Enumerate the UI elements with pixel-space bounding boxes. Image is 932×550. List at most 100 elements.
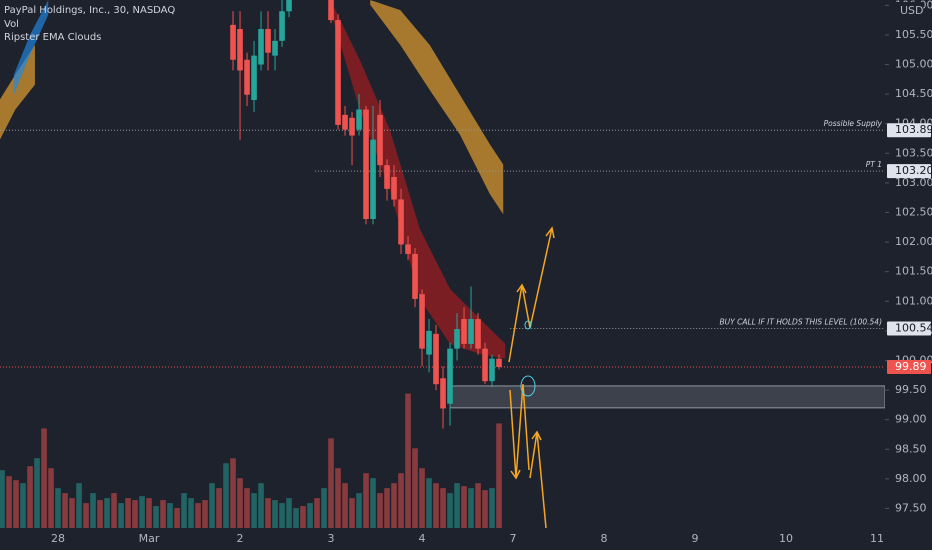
- volume-bar: [48, 468, 54, 528]
- candle-body: [489, 358, 495, 382]
- volume-bar: [118, 503, 124, 528]
- volume-bar: [475, 483, 481, 528]
- candle-body: [237, 29, 243, 71]
- drawings: [508, 226, 555, 529]
- currency: USD: [900, 4, 924, 17]
- candle-body: [454, 329, 460, 349]
- y-tick-label: 105.50: [895, 28, 932, 41]
- volume-bar: [300, 506, 306, 528]
- candle-body: [251, 55, 257, 101]
- candle-body: [370, 139, 376, 220]
- x-tick-label: Mar: [139, 532, 160, 545]
- candle-body: [349, 117, 355, 136]
- x-tick-label: 2: [237, 532, 244, 545]
- volume-bar: [251, 493, 257, 528]
- volume-bar: [209, 483, 215, 528]
- volume-bar: [181, 493, 187, 528]
- time-axis: [0, 528, 932, 550]
- candle-body: [384, 165, 390, 189]
- y-tick-label: 98.50: [895, 442, 927, 455]
- candle-body: [279, 11, 285, 41]
- arrow-head: [510, 469, 521, 480]
- candle-body: [405, 244, 411, 254]
- last-price-badge: [887, 359, 931, 374]
- candle-body: [265, 29, 271, 53]
- volume-bar: [356, 493, 362, 528]
- price-badge: [887, 164, 931, 179]
- candle-body: [286, 0, 292, 12]
- volume-bar: [342, 483, 348, 528]
- marker: [524, 320, 532, 330]
- candle-body: [328, 0, 334, 21]
- candles: [230, 0, 502, 429]
- x-tick-label: 9: [692, 532, 699, 545]
- price-badge-label: 100.54: [895, 322, 932, 335]
- volume-bar: [34, 458, 40, 528]
- price-badge: [887, 123, 931, 138]
- candle-body: [433, 333, 439, 385]
- volume-bar: [13, 480, 19, 528]
- y-tick-label: 103.00: [895, 176, 932, 189]
- volume-bar: [321, 488, 327, 528]
- volume-bar: [447, 493, 453, 528]
- level-label: BUY CALL IF IT HOLDS THIS LEVEL (100.54): [720, 318, 883, 327]
- candle-body: [258, 29, 264, 65]
- volume-bar: [370, 478, 376, 528]
- volume-bar: [153, 506, 159, 528]
- candle-body: [356, 109, 362, 130]
- volume-bar: [349, 498, 355, 528]
- x-tick-label: 10: [779, 532, 793, 545]
- volume-bar: [412, 448, 418, 528]
- volume-bar: [363, 473, 369, 528]
- candle-body: [363, 109, 369, 220]
- volume-bar: [272, 500, 278, 528]
- volume-bar: [41, 428, 47, 528]
- x-tick-label: 28: [51, 532, 65, 545]
- y-tick-label: 99.00: [895, 413, 927, 426]
- volume-bar: [6, 476, 12, 528]
- volume-bar: [230, 458, 236, 528]
- volume-bar: [62, 493, 68, 528]
- x-tick-label: 11: [870, 532, 884, 545]
- volume-bar: [419, 468, 425, 528]
- volume-bar: [160, 500, 166, 528]
- volume-bar: [279, 503, 285, 528]
- level-label: PT 1: [866, 160, 882, 169]
- candle-body: [377, 114, 383, 166]
- volume-bar: [293, 508, 299, 528]
- candle-body: [244, 59, 250, 95]
- volume-bar: [20, 483, 26, 528]
- candle-body: [391, 176, 397, 200]
- volume-bar: [76, 483, 82, 528]
- volume-bar: [307, 503, 313, 528]
- candle-body: [335, 20, 341, 125]
- candle-body: [272, 40, 278, 56]
- chart-title: PayPal Holdings, Inc., 30, NASDAQ: [4, 5, 175, 16]
- arrow-head: [516, 283, 527, 294]
- price-badge-label: 103.89: [895, 123, 932, 136]
- level-label: Possible Supply: [824, 119, 883, 128]
- volume-bar: [335, 468, 341, 528]
- levels: Possible Supply PT 1 BUY CALL IF IT HOLDS …: [0, 119, 886, 409]
- volume-bar: [398, 473, 404, 528]
- volume-bar: [195, 503, 201, 528]
- y-tick-label: 97.50: [895, 501, 927, 514]
- x-tick-label: 3: [328, 532, 335, 545]
- candle-body: [412, 253, 418, 299]
- marker: [520, 375, 536, 397]
- volume-bar: [27, 466, 33, 528]
- arrow-head: [531, 430, 542, 441]
- y-tick-label: 102.00: [895, 235, 932, 248]
- volume-bar: [83, 503, 89, 528]
- y-tick-label: 101.50: [895, 265, 932, 278]
- volume-bar: [482, 490, 488, 528]
- volume-bar: [167, 503, 173, 528]
- volume-bar: [384, 488, 390, 528]
- volume-bar: [104, 498, 110, 528]
- y-tick-label: 101.00: [895, 294, 932, 307]
- volume-bar: [188, 498, 194, 528]
- volume-bar: [237, 478, 243, 528]
- volume-bar: [69, 498, 75, 528]
